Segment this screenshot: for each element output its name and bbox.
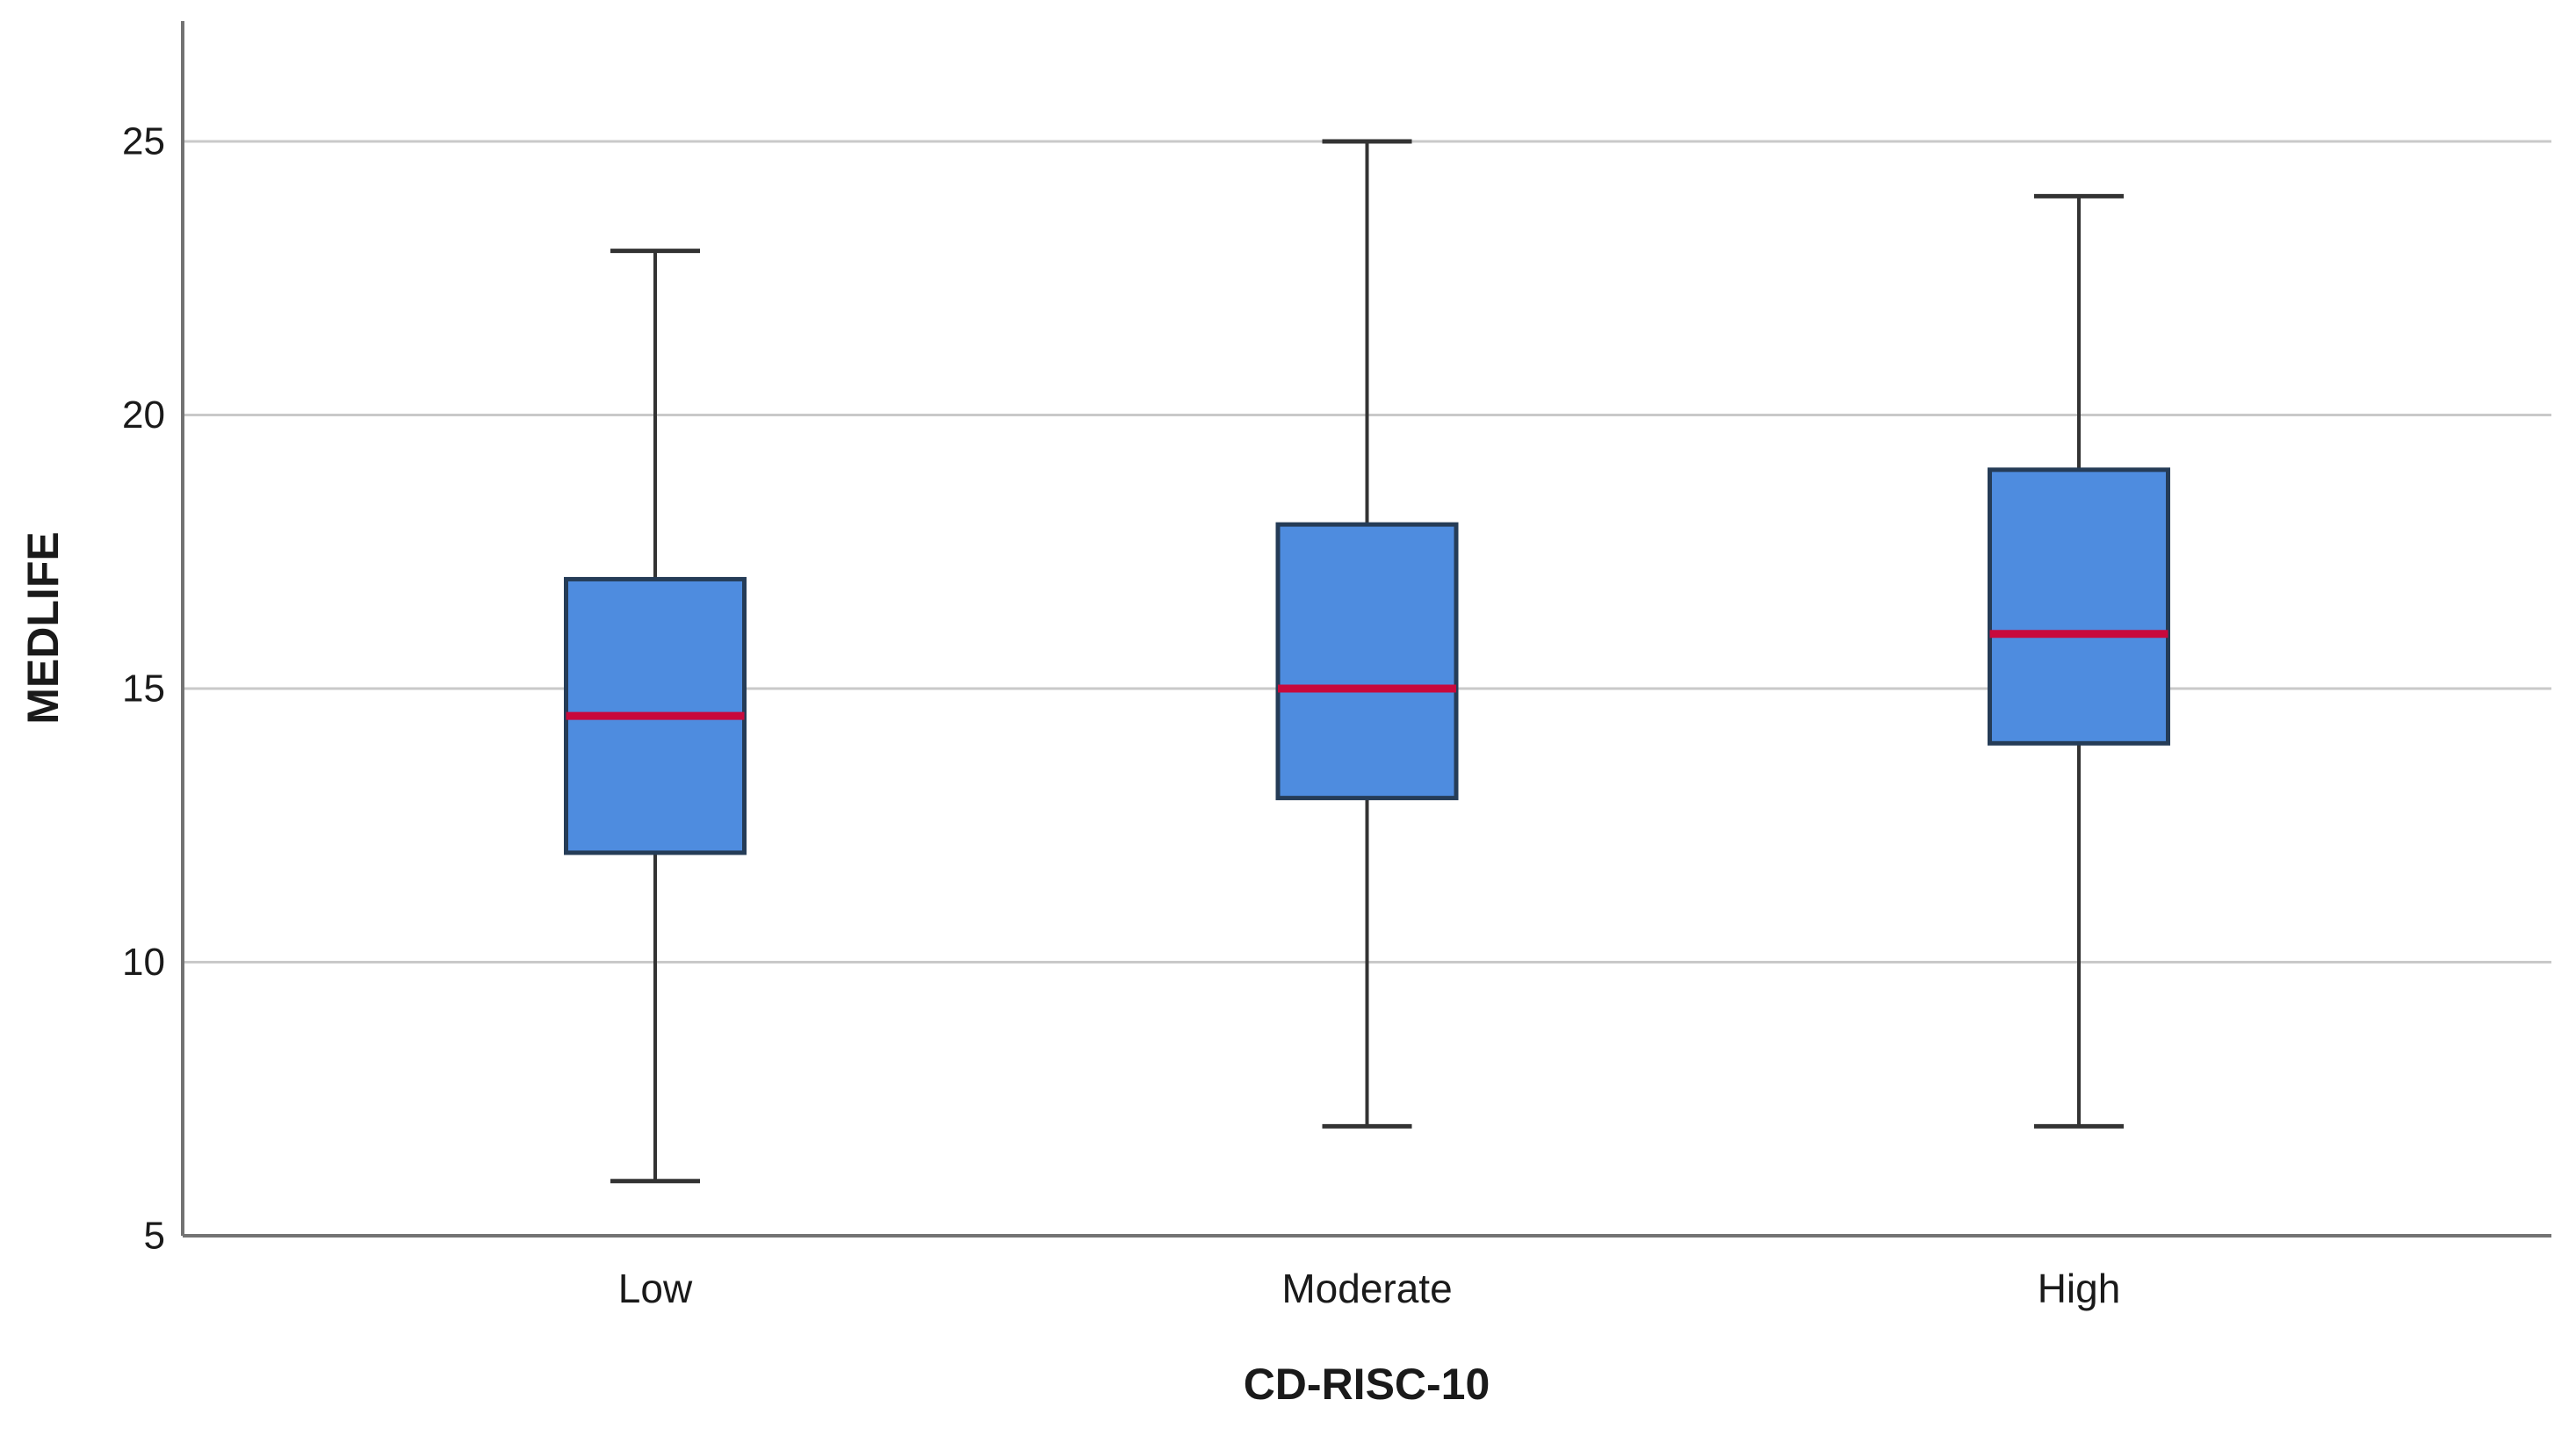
- axes: [181, 21, 2551, 1238]
- y-tick-label-25: 25: [122, 120, 165, 163]
- x-axis-title: CD-RISC-10: [1244, 1360, 1490, 1409]
- box-high: [1988, 193, 2170, 1129]
- box-moderate: [1275, 139, 1459, 1129]
- y-tick-label-20: 20: [122, 393, 165, 437]
- y-axis-title: MEDLIFE: [18, 531, 68, 724]
- x-category-label-moderate: Moderate: [1281, 1266, 1452, 1311]
- x-category-label-high: High: [2038, 1266, 2121, 1311]
- y-tick-label-10: 10: [122, 941, 165, 984]
- y-tick-labels: 5 10 15 20 25: [122, 120, 165, 1258]
- iqr-box: [1275, 522, 1459, 801]
- y-tick-label-5: 5: [144, 1215, 165, 1258]
- y-tick-label-15: 15: [122, 667, 165, 711]
- category-labels: Low Moderate High: [618, 1266, 2121, 1311]
- x-category-label-low: Low: [618, 1266, 693, 1311]
- iqr-box: [1988, 467, 2170, 746]
- box-low: [564, 249, 747, 1184]
- boxes: [564, 139, 2170, 1184]
